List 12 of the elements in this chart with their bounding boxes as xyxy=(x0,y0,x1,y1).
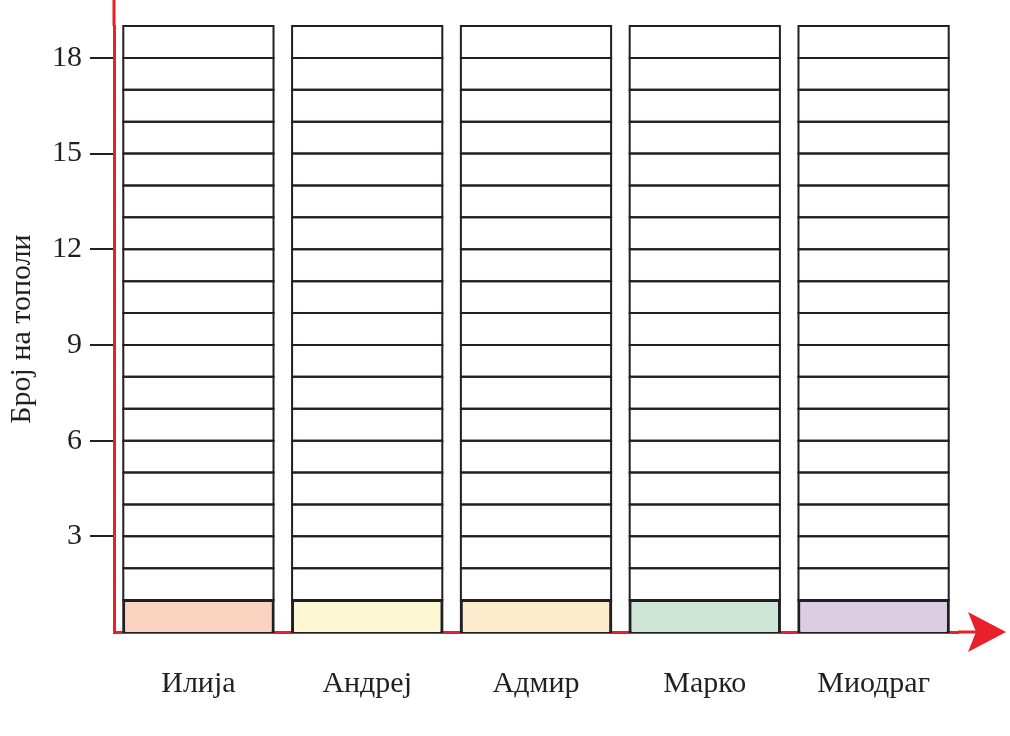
y-tick-label: 18 xyxy=(52,38,82,72)
x-tick-label: Адмир xyxy=(492,664,580,698)
x-tick-label: Марко xyxy=(663,664,747,698)
x-tick-label: Миодраг xyxy=(817,664,930,698)
y-tick-label: 15 xyxy=(52,134,82,168)
y-axis-title: Број на тополи xyxy=(2,234,36,424)
y-tick-label: 9 xyxy=(67,325,82,359)
y-tick-label: 12 xyxy=(52,230,82,264)
x-tick-label: Андреј xyxy=(322,664,413,698)
y-tick-label: 6 xyxy=(67,421,82,455)
y-tick-label: 3 xyxy=(67,517,82,551)
x-tick-label: Илија xyxy=(161,664,236,698)
